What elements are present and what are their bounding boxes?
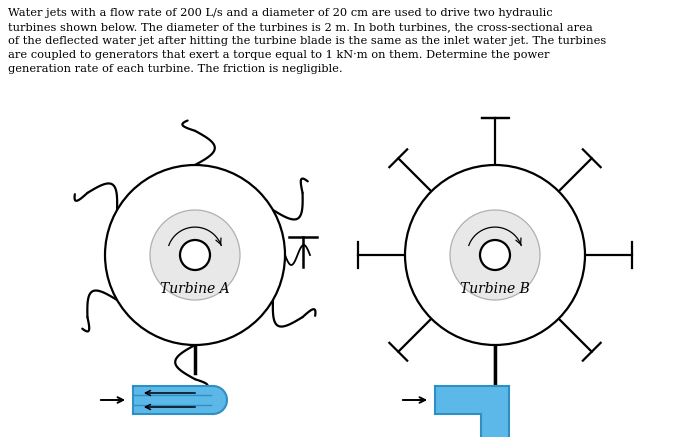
- FancyBboxPatch shape: [133, 386, 213, 414]
- Text: Water jets with a flow rate of 200 L/s and a diameter of 20 cm are used to drive: Water jets with a flow rate of 200 L/s a…: [8, 8, 606, 74]
- Circle shape: [405, 165, 585, 345]
- Circle shape: [450, 210, 540, 300]
- Wedge shape: [213, 386, 227, 414]
- Circle shape: [105, 165, 285, 345]
- Circle shape: [180, 240, 210, 270]
- Text: Turbine B: Turbine B: [460, 282, 530, 296]
- FancyBboxPatch shape: [481, 386, 509, 437]
- Text: Turbine A: Turbine A: [160, 282, 230, 296]
- Circle shape: [480, 240, 510, 270]
- FancyBboxPatch shape: [435, 386, 495, 414]
- Circle shape: [150, 210, 240, 300]
